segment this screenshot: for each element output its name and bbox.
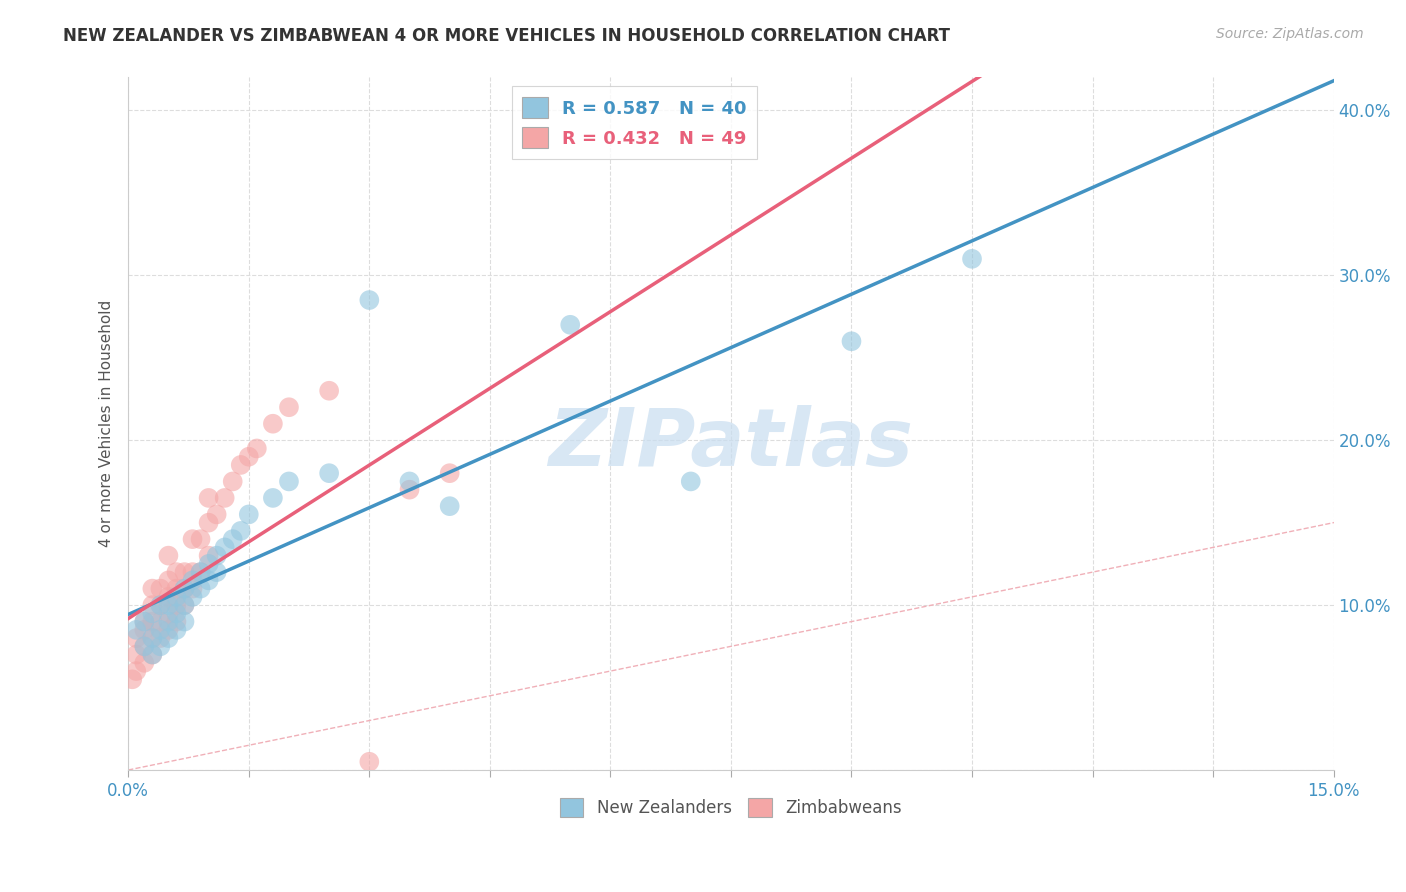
- Point: [157, 549, 180, 563]
- Point: [125, 664, 148, 678]
- Text: Source: ZipAtlas.com: Source: ZipAtlas.com: [1216, 27, 1364, 41]
- Point: [439, 466, 461, 480]
- Point: [318, 466, 340, 480]
- Point: [125, 623, 148, 637]
- Point: [205, 565, 228, 579]
- Point: [229, 458, 252, 472]
- Point: [157, 623, 180, 637]
- Point: [439, 499, 461, 513]
- Point: [960, 252, 983, 266]
- Point: [141, 607, 163, 621]
- Point: [173, 582, 195, 596]
- Point: [173, 615, 195, 629]
- Point: [190, 532, 212, 546]
- Point: [166, 565, 188, 579]
- Point: [166, 582, 188, 596]
- Point: [166, 590, 188, 604]
- Point: [238, 450, 260, 464]
- Point: [166, 615, 188, 629]
- Point: [134, 615, 156, 629]
- Point: [141, 631, 163, 645]
- Point: [841, 334, 863, 349]
- Point: [149, 640, 172, 654]
- Point: [141, 631, 163, 645]
- Point: [141, 648, 163, 662]
- Point: [190, 565, 212, 579]
- Point: [229, 524, 252, 538]
- Point: [560, 318, 582, 332]
- Point: [125, 631, 148, 645]
- Point: [359, 293, 381, 307]
- Point: [398, 475, 420, 489]
- Point: [398, 483, 420, 497]
- Point: [121, 673, 143, 687]
- Point: [134, 623, 156, 637]
- Point: [141, 598, 163, 612]
- Y-axis label: 4 or more Vehicles in Household: 4 or more Vehicles in Household: [100, 300, 114, 548]
- Point: [166, 598, 188, 612]
- Point: [262, 491, 284, 505]
- Point: [125, 648, 148, 662]
- Point: [166, 623, 188, 637]
- Point: [134, 640, 156, 654]
- Point: [262, 417, 284, 431]
- Point: [214, 491, 236, 505]
- Point: [149, 598, 172, 612]
- Point: [141, 648, 163, 662]
- Point: [181, 590, 204, 604]
- Point: [181, 532, 204, 546]
- Point: [197, 574, 219, 588]
- Point: [173, 598, 195, 612]
- Point: [157, 631, 180, 645]
- Point: [197, 557, 219, 571]
- Point: [149, 615, 172, 629]
- Point: [134, 615, 156, 629]
- Point: [134, 640, 156, 654]
- Point: [318, 384, 340, 398]
- Text: NEW ZEALANDER VS ZIMBABWEAN 4 OR MORE VEHICLES IN HOUSEHOLD CORRELATION CHART: NEW ZEALANDER VS ZIMBABWEAN 4 OR MORE VE…: [63, 27, 950, 45]
- Point: [173, 565, 195, 579]
- Point: [181, 565, 204, 579]
- Point: [181, 582, 204, 596]
- Point: [157, 598, 180, 612]
- Point: [173, 582, 195, 596]
- Point: [205, 508, 228, 522]
- Point: [278, 401, 301, 415]
- Point: [197, 549, 219, 563]
- Point: [246, 442, 269, 456]
- Legend: New Zealanders, Zimbabweans: New Zealanders, Zimbabweans: [554, 791, 908, 824]
- Point: [149, 582, 172, 596]
- Point: [149, 631, 172, 645]
- Point: [190, 582, 212, 596]
- Point: [141, 615, 163, 629]
- Point: [359, 755, 381, 769]
- Point: [197, 516, 219, 530]
- Point: [157, 574, 180, 588]
- Point: [157, 590, 180, 604]
- Point: [134, 656, 156, 670]
- Point: [181, 574, 204, 588]
- Point: [205, 549, 228, 563]
- Point: [157, 607, 180, 621]
- Point: [238, 508, 260, 522]
- Point: [149, 598, 172, 612]
- Point: [214, 541, 236, 555]
- Point: [222, 475, 245, 489]
- Point: [149, 623, 172, 637]
- Point: [166, 607, 188, 621]
- Point: [222, 532, 245, 546]
- Point: [173, 598, 195, 612]
- Text: ZIPatlas: ZIPatlas: [548, 406, 914, 483]
- Point: [197, 491, 219, 505]
- Point: [278, 475, 301, 489]
- Point: [679, 475, 702, 489]
- Point: [190, 565, 212, 579]
- Point: [141, 582, 163, 596]
- Point: [157, 615, 180, 629]
